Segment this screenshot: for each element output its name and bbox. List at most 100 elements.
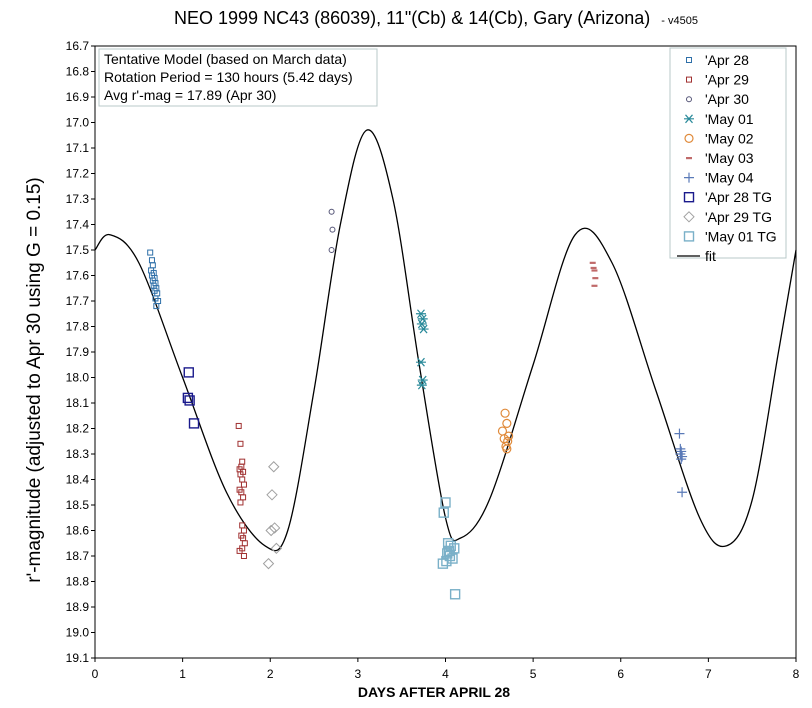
legend-label: 'Apr 30 — [705, 91, 749, 107]
data-point — [183, 367, 194, 378]
series-group — [328, 208, 336, 253]
legend-swatch — [686, 96, 692, 103]
data-point — [437, 558, 449, 569]
y-tick-label: 16.9 — [66, 90, 90, 104]
x-tick-label: 1 — [179, 667, 186, 681]
y-tick-label: 17.6 — [66, 269, 90, 283]
legend-label: 'May 03 — [705, 150, 754, 166]
y-tick-label: 18.6 — [66, 524, 90, 538]
y-tick-label: 16.7 — [66, 39, 90, 53]
data-point — [188, 418, 200, 429]
legend-label: 'May 04 — [705, 170, 754, 186]
data-point — [589, 261, 596, 264]
x-axis-label: DAYS AFTER APRIL 28 — [358, 684, 510, 700]
x-tick-label: 8 — [793, 667, 800, 681]
fit-curve-layer — [94, 129, 797, 552]
x-axis-ticks: 0 1 2 3 4 5 6 7 8 — [92, 658, 800, 681]
legend: 'Apr 28 'Apr 29 'Apr 30 'May 01 'May 02 'May … — [669, 47, 787, 264]
data-point — [416, 380, 427, 390]
data-point — [675, 449, 686, 459]
data-point — [240, 481, 247, 488]
data-point — [262, 557, 275, 570]
y-tick-label: 17.1 — [66, 141, 90, 155]
x-tick-label: 3 — [355, 667, 362, 681]
data-point — [415, 357, 426, 367]
data-point — [237, 499, 244, 506]
legend-label: 'Apr 28 — [705, 52, 749, 68]
data-point — [503, 431, 514, 441]
data-point — [270, 542, 283, 555]
data-point — [266, 489, 278, 501]
y-axis-ticks: 16.7 16.8 16.9 17.0 17.1 17.2 17.3 17.4 17.5 17.6… — [66, 39, 95, 665]
data-point — [328, 208, 335, 215]
data-point — [415, 309, 426, 319]
legend-label: 'May 02 — [705, 130, 754, 146]
series-group — [497, 408, 514, 454]
data-point — [329, 226, 336, 233]
legend-swatch — [686, 157, 692, 160]
y-tick-label: 18.0 — [66, 371, 90, 385]
y-tick-label: 17.8 — [66, 320, 90, 334]
data-points-layer — [147, 208, 688, 600]
legend-label: 'Apr 29 TG — [705, 209, 772, 225]
y-tick-label: 18.7 — [66, 549, 90, 563]
data-point — [591, 269, 598, 272]
data-point — [674, 428, 685, 439]
data-point — [182, 392, 194, 404]
chart-title: NEO 1999 NC43 (86039), 11"(Cb) & 14(Cb),… — [174, 8, 698, 28]
data-point — [677, 451, 688, 462]
series-group — [262, 461, 283, 570]
y-tick-label: 17.9 — [66, 345, 90, 359]
legend-label: 'Apr 29 — [705, 72, 749, 88]
data-point — [235, 422, 242, 429]
y-tick-label: 17.3 — [66, 192, 90, 206]
data-point — [502, 444, 512, 454]
legend-swatch — [686, 57, 692, 63]
y-tick-label: 18.1 — [66, 396, 90, 410]
data-point — [438, 507, 449, 518]
data-point — [677, 487, 688, 498]
y-tick-label: 18.3 — [66, 447, 90, 461]
y-tick-label: 18.8 — [66, 575, 90, 589]
data-point — [328, 247, 335, 253]
data-point — [268, 461, 280, 473]
series-group — [415, 309, 429, 390]
x-tick-label: 0 — [92, 667, 99, 681]
data-point — [500, 408, 510, 418]
y-tick-label: 17.7 — [66, 294, 90, 308]
annotation-frame — [98, 48, 378, 107]
data-point — [502, 418, 512, 428]
y-tick-label: 17.0 — [66, 116, 90, 130]
data-point — [676, 454, 687, 465]
legend-frame — [669, 47, 787, 259]
data-point — [592, 277, 599, 280]
y-tick-label: 18.4 — [66, 473, 90, 487]
x-tick-label: 7 — [705, 667, 712, 681]
x-tick-label: 4 — [442, 667, 449, 681]
legend-label: fit — [705, 248, 716, 264]
legend-swatch — [684, 133, 694, 143]
legend-swatch — [684, 114, 694, 124]
fit-curve — [94, 129, 797, 552]
y-tick-label: 18.2 — [66, 422, 90, 436]
legend-swatch — [683, 211, 695, 223]
data-point — [416, 319, 427, 329]
legend-label: 'May 01 — [705, 111, 754, 127]
y-tick-label: 18.5 — [66, 498, 90, 512]
y-tick-label: 16.8 — [66, 65, 90, 79]
x-tick-label: 5 — [530, 667, 537, 681]
data-point — [237, 440, 244, 447]
x-tick-label: 6 — [617, 667, 624, 681]
y-tick-label: 17.5 — [66, 243, 90, 257]
legend-swatch — [686, 76, 692, 83]
y-axis-label: r'-magnitude (adjusted to Apr 30 using G… — [24, 177, 45, 583]
annotation-line-1: Tentative Model (based on March data) — [104, 51, 347, 67]
y-tick-label: 17.2 — [66, 167, 90, 181]
data-point — [441, 555, 452, 567]
series-group — [147, 249, 162, 310]
legend-label: 'Apr 28 TG — [705, 189, 772, 205]
data-point — [184, 395, 195, 406]
data-point — [591, 284, 598, 287]
data-point — [418, 324, 429, 334]
